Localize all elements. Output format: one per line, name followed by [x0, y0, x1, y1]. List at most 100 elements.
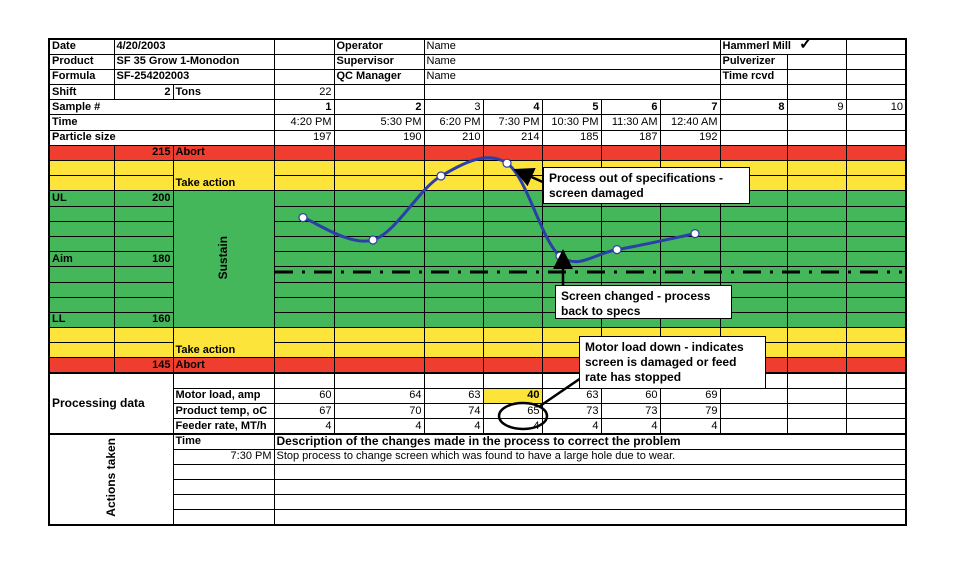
- band-cell: [113, 327, 174, 344]
- action-description: [273, 509, 907, 526]
- sheet-row: Product temp, oC 67 70 74 65 73 73 79: [49, 402, 907, 420]
- band-cell: [113, 235, 174, 253]
- empty-cell: [423, 175, 484, 192]
- pointer-line: [539, 376, 582, 408]
- date-value: 4/20/2003: [113, 38, 275, 55]
- empty-cell: [333, 175, 425, 192]
- empty-cell: [423, 311, 484, 329]
- empty-cell: [845, 311, 907, 329]
- empty-cell: [845, 144, 907, 162]
- pulverizer-label: Pulverizer: [719, 53, 788, 70]
- empty-cell: [333, 251, 425, 268]
- band-cell: [113, 281, 174, 298]
- time-received-label: Time rcvd: [719, 68, 788, 86]
- empty-cell: [600, 220, 661, 237]
- particle-size-value: 192: [659, 129, 721, 146]
- empty-cell: [482, 144, 543, 162]
- sheet-row: Actions taken Time Description of the chan…: [48, 432, 907, 526]
- abort-label: Abort: [172, 144, 275, 162]
- data-point: [502, 158, 512, 168]
- sheet-row: [48, 220, 907, 237]
- annotation-screen-changed: Screen changed - process back to specs: [555, 285, 732, 319]
- band-cell: [113, 296, 174, 313]
- check-icon: ✓: [798, 39, 813, 54]
- band-cell: [113, 175, 174, 192]
- aim-label: Aim: [48, 251, 115, 268]
- sheet-row: Date 4/20/2003 Operator Name Hammerl Mill ✓: [48, 38, 907, 55]
- empty-cell: [423, 281, 484, 298]
- empty-cell: [786, 296, 847, 313]
- sheet-row: Motor load, amp 60 64 63 40 63 60 69: [49, 387, 907, 405]
- sample-number-label: Sample #: [48, 99, 275, 116]
- data-point: [436, 171, 446, 181]
- control-chart-sheet: Date 4/20/2003 Operator Name Hammerl Mill ✓ Pr…: [48, 38, 907, 526]
- empty-cell: [845, 342, 907, 359]
- processing-value: 79: [659, 402, 721, 420]
- hammer-mill-cell: Hammerl Mill ✓: [719, 38, 847, 55]
- aim-value: 180: [113, 251, 174, 268]
- empty-cell: [845, 159, 907, 177]
- empty-cell: [845, 205, 907, 222]
- abort-label: Abort: [172, 357, 275, 374]
- empty-cell: [273, 235, 335, 253]
- data-point: [612, 245, 622, 255]
- processing-row-label: Product temp, oC: [172, 402, 275, 420]
- empty-cell: [333, 159, 425, 177]
- sheet-row: 215 Abort: [48, 144, 907, 162]
- empty-cell: [423, 190, 484, 207]
- band-cell: [48, 144, 115, 162]
- empty-cell: [845, 357, 907, 374]
- sustain-cell: Sustain: [172, 190, 275, 329]
- band-cell: [48, 159, 115, 177]
- band-cell: [48, 281, 115, 298]
- band-cell: [48, 235, 115, 253]
- sheet-row: [48, 266, 907, 283]
- empty-cell: [273, 311, 335, 329]
- action-time: 7:30 PM: [172, 448, 275, 465]
- upper-limit-value: 200: [113, 190, 174, 207]
- data-point: [690, 229, 700, 239]
- empty-cell: [333, 357, 425, 374]
- highlight-circle: [497, 401, 549, 431]
- actions-taken-cell: Actions taken: [48, 432, 174, 526]
- band-cell: [113, 220, 174, 237]
- lower-limit-label: LL: [48, 311, 115, 329]
- empty-cell: [423, 220, 484, 237]
- empty-cell: [659, 220, 721, 237]
- empty-cell: [333, 220, 425, 237]
- empty-cell: [273, 281, 335, 298]
- empty-cell: [786, 281, 847, 298]
- take-action-label: Take action: [172, 159, 275, 192]
- arrow-icon: [513, 167, 546, 187]
- sheet-row: 7:30 PM Stop process to change screen whi…: [49, 448, 907, 465]
- sample-time: 10:30 PM: [541, 114, 602, 131]
- supervisor-value: Name: [423, 53, 721, 70]
- action-description: Stop process to change screen which was …: [273, 448, 907, 465]
- empty-cell: [845, 296, 907, 313]
- sample-time: 5:30 PM: [333, 114, 425, 131]
- sheet-row: [48, 235, 907, 253]
- empty-cell: [719, 144, 788, 162]
- empty-cell: [333, 342, 425, 359]
- annotation-out-of-spec: Process out of specifications - screen d…: [543, 167, 750, 204]
- empty-cell: [659, 205, 721, 222]
- empty-cell: [482, 205, 543, 222]
- data-point: [298, 213, 308, 223]
- annotation-motor-load: Motor load down - indicates screen is da…: [579, 336, 766, 389]
- empty-cell: [786, 342, 847, 359]
- operator-label: Operator: [333, 38, 425, 55]
- empty-cell: [786, 205, 847, 222]
- sheet-row: Feeder rate, MT/h 4 4 4 4 4 4 4: [49, 418, 907, 435]
- empty-cell: [482, 311, 543, 329]
- data-point: [368, 235, 378, 245]
- empty-cell: [273, 251, 335, 268]
- empty-cell: [541, 235, 602, 253]
- empty-cell: [333, 144, 425, 162]
- empty-cell: [423, 357, 484, 374]
- empty-cell: [273, 190, 335, 207]
- empty-cell: [541, 205, 602, 222]
- sheet-row: Aim 180: [48, 251, 907, 268]
- empty-cell: [333, 311, 425, 329]
- band-cell: [48, 205, 115, 222]
